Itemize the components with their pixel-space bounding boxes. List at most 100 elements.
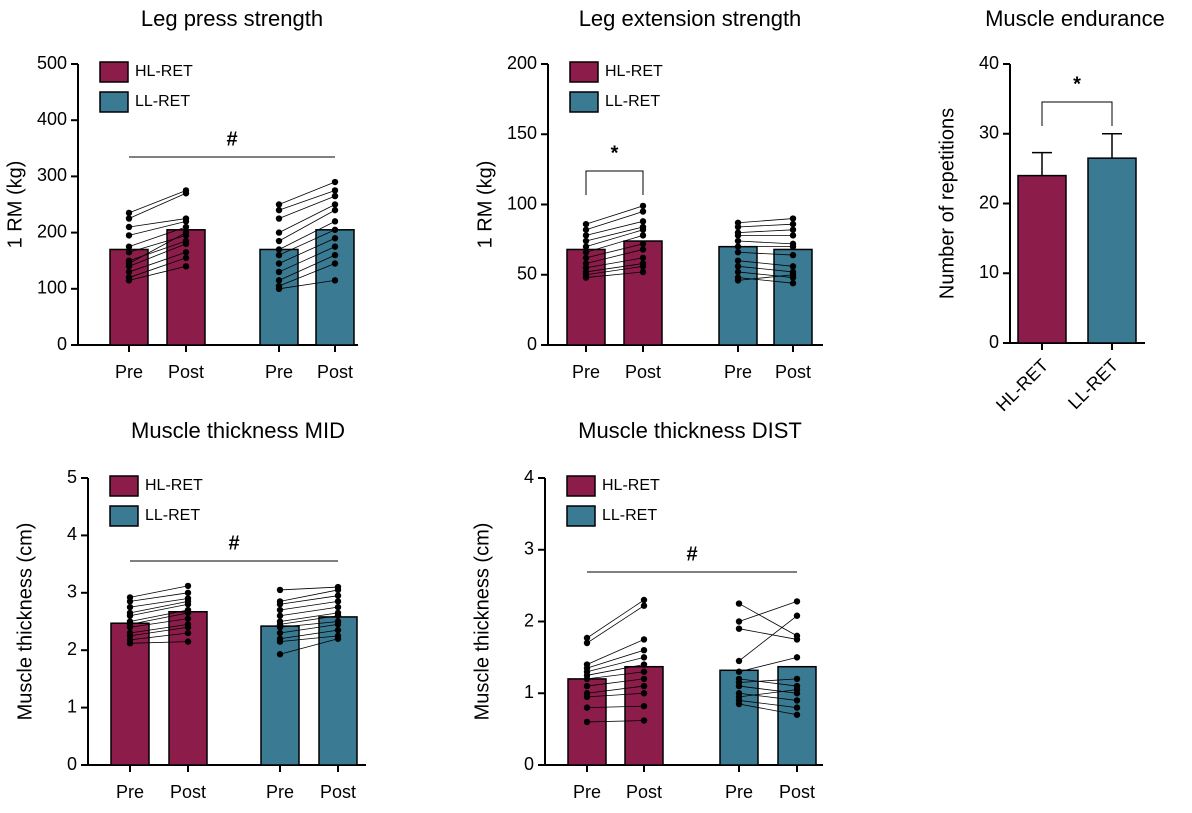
x-tick-label: Pre (573, 782, 601, 802)
subject-dot (640, 675, 648, 683)
subject-dot (793, 612, 801, 619)
x-tick-label: Pre (725, 782, 753, 802)
subject-dot (639, 226, 647, 233)
subject-line (737, 251, 794, 256)
bar (166, 229, 206, 346)
subject-line (129, 598, 189, 608)
subject-dot (331, 243, 339, 250)
subject-dot (126, 640, 134, 647)
chart-title: Muscle endurance (985, 6, 1165, 31)
subject-line (128, 251, 187, 273)
subject-line (279, 638, 339, 655)
y-tick-label: 300 (37, 165, 67, 185)
subject-line (279, 612, 339, 622)
subject-line (129, 601, 189, 614)
annotation: # (686, 543, 697, 565)
subject-dot (334, 626, 342, 634)
subject-dot (734, 249, 742, 256)
subject-dot (734, 243, 742, 250)
subject-line (128, 192, 187, 219)
subject-dot (789, 243, 797, 250)
subject-line (586, 705, 645, 708)
subject-dot (126, 624, 134, 631)
legend-label: LL-RET (145, 507, 200, 524)
subject-line (737, 274, 794, 281)
subject-line (585, 249, 644, 264)
subject-line (738, 689, 798, 698)
chart-title: Leg extension strength (579, 6, 802, 31)
subject-dot (275, 215, 283, 222)
y-tick-label: 100 (507, 193, 537, 213)
subject-line (585, 226, 644, 242)
subject-dot (734, 277, 742, 284)
subject-dot (640, 668, 648, 675)
x-tick-label: Post (168, 362, 204, 382)
subject-line (279, 615, 339, 625)
subject-line (278, 229, 336, 256)
y-tick-label: 0 (67, 754, 77, 774)
subject-dot (793, 675, 801, 683)
subject-line (278, 279, 336, 290)
subject-dot (734, 223, 742, 231)
y-tick-label: 1 (67, 696, 77, 716)
y-tick-label: 2 (67, 639, 77, 659)
subject-dot (275, 251, 283, 259)
subject-dot (276, 606, 284, 614)
subject-dot (640, 690, 648, 697)
subject-dot (125, 243, 133, 250)
subject-dot (583, 693, 591, 701)
y-tick-label: 100 (37, 278, 67, 298)
subject-line (585, 211, 644, 231)
subject-dot (275, 201, 283, 208)
y-axis-label: Muscle thickness (cm) (14, 523, 36, 721)
subject-dot (182, 190, 190, 197)
legend-label: LL-RET (602, 507, 657, 524)
subject-dot (793, 654, 801, 661)
subject-line (129, 626, 189, 637)
subject-dot (793, 598, 801, 605)
subject-line (737, 240, 794, 245)
subject-dot (331, 235, 339, 242)
y-tick-label: 0 (527, 334, 537, 354)
subject-dot (125, 268, 133, 276)
y-axis-label: 1 RM (kg) (4, 161, 26, 249)
subject-line (279, 635, 339, 642)
subject-line (128, 220, 187, 236)
subject-line (278, 263, 336, 287)
subject-dot (276, 638, 284, 645)
subject-dot (735, 700, 743, 708)
subject-line (278, 181, 336, 205)
subject-dot (735, 618, 743, 625)
subject-line (278, 254, 336, 281)
bar (168, 610, 208, 766)
subject-dot (639, 240, 647, 248)
subject-line (737, 265, 794, 273)
subject-dot (334, 598, 342, 605)
subject-dot (734, 263, 742, 270)
subject-dot (276, 586, 284, 594)
subject-line (586, 639, 645, 665)
subject-line (586, 692, 645, 698)
subject-line (586, 678, 645, 687)
subject-line (278, 190, 336, 211)
subject-dot (639, 263, 647, 270)
legend-swatch (566, 475, 596, 497)
subject-dot (582, 254, 590, 262)
legend-label: LL-RET (135, 93, 190, 110)
subject-line (586, 656, 645, 673)
subject-line (129, 612, 189, 625)
subject-dot (182, 240, 190, 248)
subject-line (129, 603, 189, 617)
subject-line (586, 685, 645, 694)
subject-line (586, 671, 645, 680)
annotation: # (228, 532, 239, 554)
subject-line (129, 618, 189, 628)
y-tick-label: 3 (524, 539, 534, 559)
subject-line (129, 585, 189, 598)
subject-dot (640, 636, 648, 643)
subject-dot (583, 718, 591, 726)
subject-line (586, 664, 645, 676)
legend-swatch (569, 61, 599, 83)
legend-label: LL-RET (605, 93, 660, 110)
legend-label: HL-RET (135, 63, 193, 80)
